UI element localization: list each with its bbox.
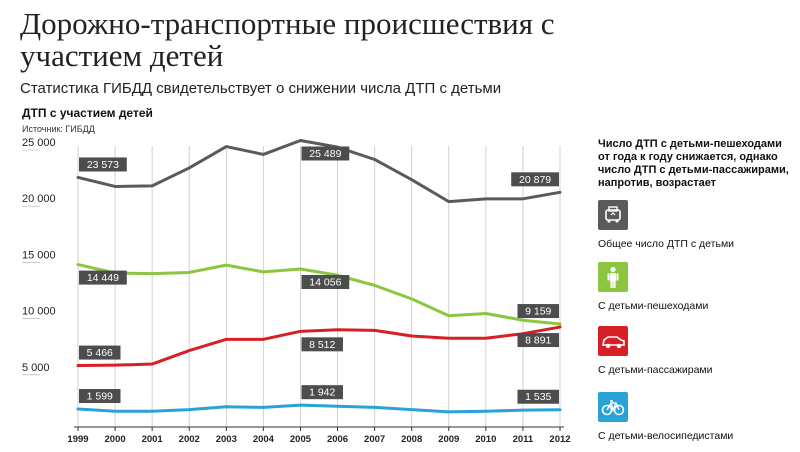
- data-label-box: [517, 304, 559, 319]
- y-tick-label: 20 000: [22, 193, 56, 205]
- x-tick-label: 2001: [142, 434, 164, 445]
- legend-item-total: Общее число ДТП с детьми: [598, 200, 794, 250]
- y-tick-label: 25 000: [22, 137, 56, 149]
- x-tick-label: 2007: [364, 434, 385, 445]
- x-tick-label: 1999: [67, 434, 88, 445]
- x-tick-label: 2002: [179, 434, 200, 445]
- y-tick-label: 5 000: [22, 362, 50, 374]
- data-label: 14 056: [309, 277, 341, 289]
- x-tick-label: 2004: [253, 434, 275, 445]
- chart-title: ДТП с участием детей: [22, 106, 153, 120]
- bicycle-icon: [598, 392, 628, 422]
- data-label: 20 879: [519, 174, 551, 186]
- data-label-box: [511, 172, 559, 187]
- chart-source: Источник: ГИБДД: [22, 124, 95, 134]
- page-title: Дорожно-транспортные происшествия с учас…: [20, 6, 555, 73]
- series-line-0: [76, 139, 562, 204]
- data-label: 8 512: [309, 339, 335, 351]
- data-label-box: [79, 270, 127, 285]
- x-tick-label: 2008: [401, 434, 422, 445]
- data-label: 9 159: [525, 306, 551, 318]
- legend-item-cyclists: С детьми-велосипедистами: [598, 392, 794, 442]
- x-tick-label: 2012: [549, 434, 570, 445]
- data-label: 25 489: [309, 148, 341, 160]
- data-label: 1 942: [309, 387, 335, 399]
- legend-label-passengers: С детьми-пассажирами: [598, 364, 713, 376]
- x-tick-label: 2009: [438, 434, 459, 445]
- data-label: 5 466: [87, 347, 113, 359]
- legend-item-passengers: С детьми-пассажирами: [598, 326, 794, 376]
- data-label: 23 573: [87, 159, 119, 171]
- legend-label-cyclists: С детьми-велосипедистами: [598, 430, 734, 442]
- series-line-1: [76, 263, 562, 326]
- car-crash-icon: [598, 200, 628, 230]
- data-label-box: [79, 389, 121, 404]
- legend-label-total: Общее число ДТП с детьми: [598, 238, 735, 250]
- page-subtitle: Статистика ГИБДД свидетельствует о сниже…: [20, 80, 502, 97]
- data-label-box: [79, 157, 127, 172]
- data-label-box: [301, 146, 350, 161]
- data-label-box: [301, 337, 343, 352]
- legend-label-pedestrians: С детьми-пешеходами: [598, 300, 709, 312]
- legend-item-pedestrians: С детьми-пешеходами: [598, 262, 794, 312]
- data-label: 1 535: [525, 391, 551, 403]
- car-icon: [598, 326, 628, 356]
- data-label: 14 449: [87, 272, 119, 284]
- data-label: 8 891: [525, 335, 551, 347]
- data-label-box: [517, 389, 559, 404]
- data-label-box: [517, 333, 559, 348]
- y-tick-label: 15 000: [22, 249, 56, 261]
- x-tick-label: 2003: [216, 434, 237, 445]
- series-line-2: [76, 325, 562, 368]
- data-label-box: [301, 275, 350, 290]
- x-tick-label: 2006: [327, 434, 348, 445]
- pedestrian-icon: [598, 262, 628, 292]
- data-label-box: [79, 345, 121, 360]
- legend-note: Число ДТП с детьми-пешеходами от года к …: [598, 138, 789, 189]
- x-tick-label: 2011: [513, 434, 534, 445]
- x-tick-label: 2010: [475, 434, 496, 445]
- data-label: 1 599: [87, 391, 113, 403]
- x-tick-label: 2005: [290, 434, 312, 445]
- data-label-box: [301, 385, 343, 400]
- x-tick-label: 2000: [105, 434, 126, 445]
- series-line-3: [76, 403, 562, 414]
- y-tick-label: 10 000: [22, 306, 56, 318]
